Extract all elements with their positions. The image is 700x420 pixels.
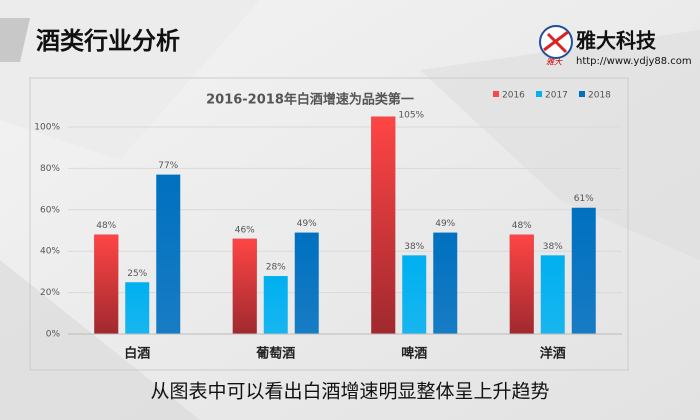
logo-mark: 雅大 — [546, 58, 563, 67]
legend-label: 2016 — [502, 91, 525, 101]
y-tick-label: 80% — [40, 164, 60, 174]
logo-icon-mark — [543, 30, 569, 54]
bg-facet — [420, 30, 700, 260]
x-tick-label: 白酒 — [124, 346, 150, 362]
bar — [263, 276, 288, 334]
bar — [125, 282, 150, 334]
y-tick-label: 40% — [40, 247, 60, 257]
x-tick-label: 啤酒 — [401, 346, 427, 362]
value-label: 25% — [127, 269, 147, 279]
bar — [232, 238, 257, 334]
legend-swatch — [536, 91, 542, 97]
legend-label: 2018 — [588, 91, 611, 101]
value-label: 48% — [512, 221, 532, 231]
value-label: 105% — [398, 111, 424, 121]
value-label: 28% — [266, 263, 286, 273]
logo-name: 雅大科技 — [576, 29, 657, 53]
bar — [294, 232, 319, 334]
value-label: 38% — [404, 242, 424, 252]
value-label: 46% — [235, 225, 255, 235]
title-accent — [0, 18, 30, 62]
bar — [371, 116, 396, 335]
bar — [571, 207, 596, 334]
x-tick-label: 洋酒 — [540, 346, 566, 362]
y-tick-label: 60% — [40, 205, 60, 215]
page-title: 酒类行业分析 — [36, 27, 180, 55]
value-label: 49% — [435, 219, 455, 229]
legend-swatch — [579, 91, 585, 97]
bar — [509, 234, 534, 334]
bar — [433, 232, 458, 334]
bar — [540, 255, 565, 334]
value-label: 77% — [158, 161, 178, 171]
bg-facet — [0, 0, 260, 160]
value-label: 61% — [574, 194, 594, 204]
x-tick-label: 葡萄酒 — [255, 346, 295, 362]
value-label: 48% — [96, 221, 116, 231]
conclusion: 从图表中可以看出白酒增速明显整体呈上升趋势 — [150, 381, 549, 403]
logo-url: http://www.ydjy88.com — [576, 56, 692, 67]
bar — [156, 174, 181, 334]
y-tick-label: 100% — [34, 123, 60, 133]
chart-frame — [29, 77, 629, 371]
bg-facet — [0, 260, 200, 420]
chart-title: 2016-2018年白酒增速为品类第一 — [206, 92, 414, 108]
value-label: 49% — [297, 219, 317, 229]
y-tick-label: 0% — [46, 330, 61, 340]
y-tick-label: 20% — [40, 288, 60, 298]
value-label: 38% — [543, 242, 563, 252]
bar — [94, 234, 119, 334]
legend-swatch — [493, 91, 499, 97]
legend-label: 2017 — [545, 91, 568, 101]
bar — [402, 255, 427, 334]
